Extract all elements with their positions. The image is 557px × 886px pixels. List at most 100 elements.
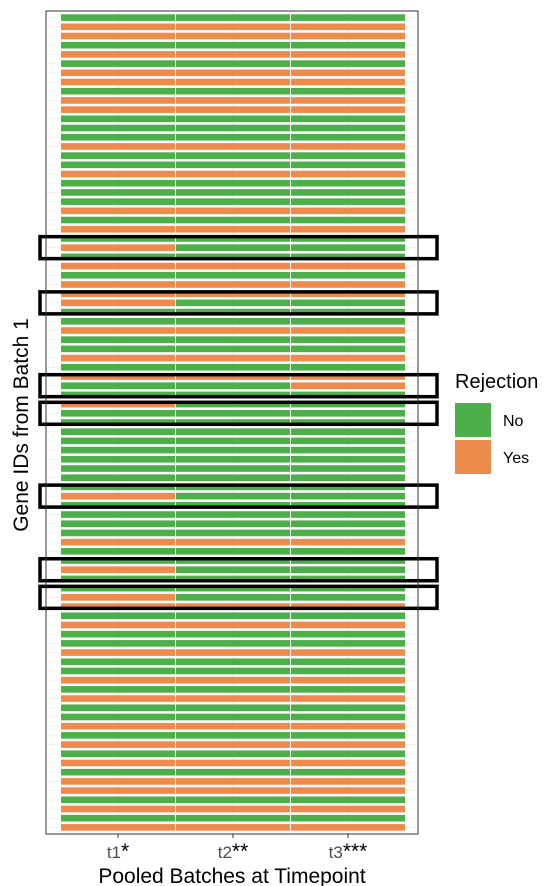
legend: Rejection No Yes bbox=[455, 371, 538, 474]
highlight-box bbox=[38, 400, 439, 427]
heatmap-cell bbox=[291, 428, 405, 436]
heatmap-cell bbox=[291, 658, 405, 666]
heatmap-cell bbox=[291, 354, 405, 362]
legend-swatch-yes bbox=[455, 440, 491, 474]
heatmap-cell bbox=[61, 548, 175, 555]
heatmap-cell bbox=[61, 207, 175, 215]
heatmap-cell bbox=[176, 41, 290, 49]
heatmap-cell bbox=[61, 566, 175, 574]
heatmap-cell bbox=[291, 373, 405, 380]
heatmap-cell bbox=[176, 133, 290, 141]
heatmap-cell bbox=[61, 750, 175, 758]
heatmap-cell bbox=[176, 750, 290, 758]
heatmap-cell bbox=[176, 60, 290, 67]
legend-swatch-no bbox=[455, 403, 491, 437]
heatmap-cell bbox=[176, 373, 290, 380]
heatmap-cell bbox=[61, 97, 175, 104]
heatmap-cell bbox=[61, 262, 175, 270]
heatmap-cell bbox=[61, 363, 175, 371]
heatmap-cell bbox=[176, 216, 290, 224]
heatmap-cell bbox=[176, 271, 290, 279]
heatmap-cell bbox=[61, 455, 175, 463]
heatmap-cell bbox=[291, 483, 405, 491]
heatmap-cell bbox=[61, 14, 175, 21]
heatmap-cell bbox=[176, 778, 290, 785]
heatmap-cell bbox=[61, 51, 175, 58]
heatmap-cell bbox=[176, 824, 290, 831]
legend-title: Rejection bbox=[455, 371, 538, 393]
heatmap-cell bbox=[291, 281, 405, 288]
heatmap-cell bbox=[176, 557, 290, 564]
heatmap-cell bbox=[176, 345, 290, 353]
heatmap-cell bbox=[61, 253, 175, 261]
heatmap-cell bbox=[176, 124, 290, 132]
heatmap-cell bbox=[61, 354, 175, 362]
heatmap-cell bbox=[61, 584, 175, 592]
heatmap-cell bbox=[61, 741, 175, 748]
heatmap-cell bbox=[176, 640, 290, 647]
heatmap-cell bbox=[291, 695, 405, 702]
heatmap-cell bbox=[291, 704, 405, 712]
heatmap-cell bbox=[61, 520, 175, 528]
heatmap-cell bbox=[61, 557, 175, 564]
heatmap-cell bbox=[291, 759, 405, 767]
heatmap-cell bbox=[61, 805, 175, 813]
heatmap-cell bbox=[291, 594, 405, 601]
heatmap-cell bbox=[176, 115, 290, 123]
heatmap-cell bbox=[176, 575, 290, 583]
heatmap-cell bbox=[176, 106, 290, 113]
heatmap-cell bbox=[291, 87, 405, 95]
heatmap-cell bbox=[61, 271, 175, 279]
heatmap-cell bbox=[61, 198, 175, 205]
heatmap-cell bbox=[291, 732, 405, 739]
heatmap-cell bbox=[61, 630, 175, 638]
highlight-box bbox=[38, 290, 439, 316]
heatmap-cell bbox=[61, 115, 175, 123]
heatmap-cell bbox=[61, 152, 175, 159]
heatmap-cell bbox=[61, 32, 175, 40]
heatmap-cell bbox=[61, 317, 175, 325]
heatmap-cell bbox=[61, 814, 175, 822]
heatmap-cell bbox=[61, 225, 175, 233]
heatmap-cell bbox=[291, 41, 405, 49]
heatmap-cell bbox=[176, 290, 290, 297]
heatmap-cell bbox=[61, 161, 175, 169]
heatmap-cell bbox=[176, 281, 290, 288]
heatmap-cell bbox=[176, 548, 290, 555]
heatmap-cell bbox=[291, 649, 405, 656]
heatmap-cell bbox=[176, 152, 290, 159]
heatmap-cell bbox=[61, 345, 175, 353]
heatmap-cell bbox=[61, 787, 175, 794]
heatmap-cell bbox=[61, 391, 175, 399]
heatmap-cell bbox=[176, 538, 290, 546]
heatmap-cell bbox=[176, 465, 290, 472]
heatmap-cell bbox=[61, 60, 175, 67]
heatmap-cell bbox=[61, 216, 175, 224]
heatmap-cell bbox=[61, 244, 175, 251]
heatmap-cell bbox=[291, 299, 405, 307]
heatmap-cell bbox=[176, 520, 290, 528]
heatmap-cell bbox=[291, 391, 405, 399]
heatmap-cell bbox=[61, 23, 175, 31]
heatmap-cell bbox=[176, 483, 290, 491]
heatmap-cell bbox=[291, 419, 405, 426]
heatmap-cell bbox=[176, 69, 290, 77]
heatmap-cell bbox=[176, 732, 290, 739]
heatmap-cell bbox=[291, 502, 405, 509]
heatmap-cell bbox=[176, 382, 290, 390]
heatmap-cell bbox=[291, 133, 405, 141]
heatmap-cell bbox=[61, 69, 175, 77]
heatmap-cell bbox=[291, 455, 405, 463]
heatmap-cell bbox=[291, 216, 405, 224]
heatmap-cell bbox=[176, 649, 290, 656]
x-tick-label: t2** bbox=[218, 840, 249, 863]
heatmap-cell bbox=[291, 327, 405, 334]
heatmap-cell bbox=[61, 428, 175, 436]
heatmap-cell bbox=[176, 97, 290, 104]
heatmap-cell bbox=[291, 630, 405, 638]
highlight-box bbox=[38, 483, 439, 509]
heatmap-cell bbox=[291, 667, 405, 675]
heatmap-cell bbox=[61, 676, 175, 684]
heatmap-cell bbox=[291, 143, 405, 150]
